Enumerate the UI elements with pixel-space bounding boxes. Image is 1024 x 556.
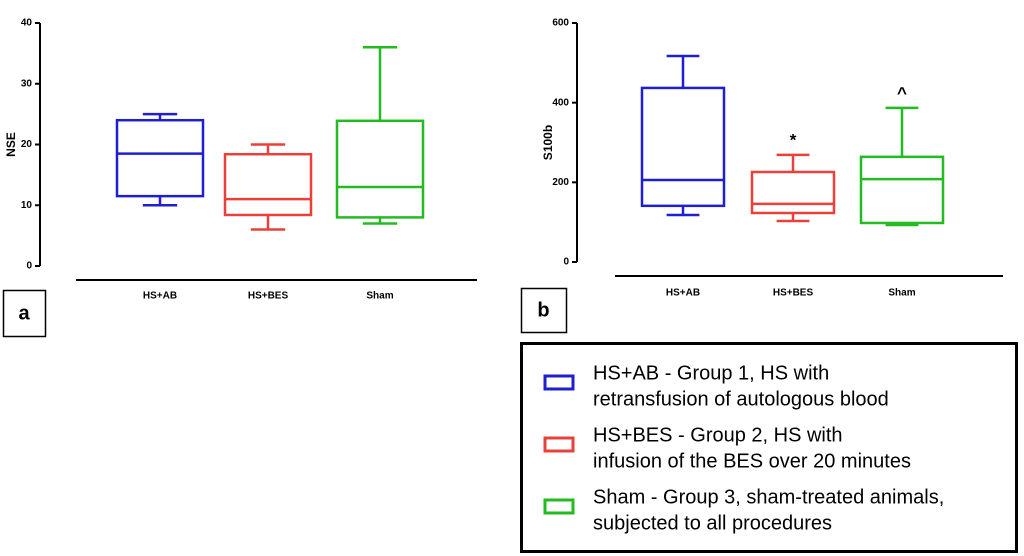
box (223, 152, 313, 217)
annotation: ^ (897, 83, 907, 102)
y-axis-label: S100b (541, 125, 555, 160)
y-tick-label: 200 (552, 177, 569, 188)
legend-label: retransfusion of autologous blood (593, 388, 889, 410)
legend-swatch (543, 498, 575, 515)
box (115, 118, 205, 198)
legend-label: infusion of the BES over 20 minutes (593, 450, 911, 472)
box (335, 119, 425, 219)
y-tick-label: 400 (552, 97, 569, 108)
legend-label: HS+BES - Group 2, HS with (593, 424, 843, 446)
panel-label: b (537, 299, 549, 321)
box (750, 170, 836, 215)
x-tick-label: HS+AB (666, 288, 700, 299)
y-tick-label: 20 (21, 139, 33, 150)
legend-frame (520, 342, 1018, 553)
y-tick-label: 40 (21, 18, 33, 29)
y-tick-label: 30 (21, 78, 33, 89)
annotation: * (790, 130, 797, 149)
legend-label: HS+AB - Group 1, HS with (593, 362, 829, 384)
x-tick-label: HS+BES (248, 291, 289, 302)
x-tick-label: HS+BES (773, 288, 814, 299)
y-tick-label: 600 (552, 18, 569, 29)
x-tick-label: Sham (888, 288, 915, 299)
x-tick-label: Sham (366, 291, 393, 302)
y-tick-label: 0 (563, 257, 569, 268)
x-tick-label: HS+AB (143, 291, 177, 302)
panel-label: a (18, 302, 30, 324)
panel-label-frame (2, 289, 47, 338)
legend-swatch (543, 374, 575, 391)
box (640, 86, 726, 208)
legend-label: subjected to all procedures (593, 512, 832, 534)
y-tick-label: 0 (26, 261, 32, 272)
y-tick-label: 10 (21, 200, 33, 211)
y-axis-label: NSE (4, 132, 18, 157)
legend-swatch (543, 436, 575, 453)
box (859, 155, 945, 225)
legend-label: Sham - Group 3, sham-treated animals, (593, 486, 944, 508)
panel-label-frame (520, 287, 568, 334)
